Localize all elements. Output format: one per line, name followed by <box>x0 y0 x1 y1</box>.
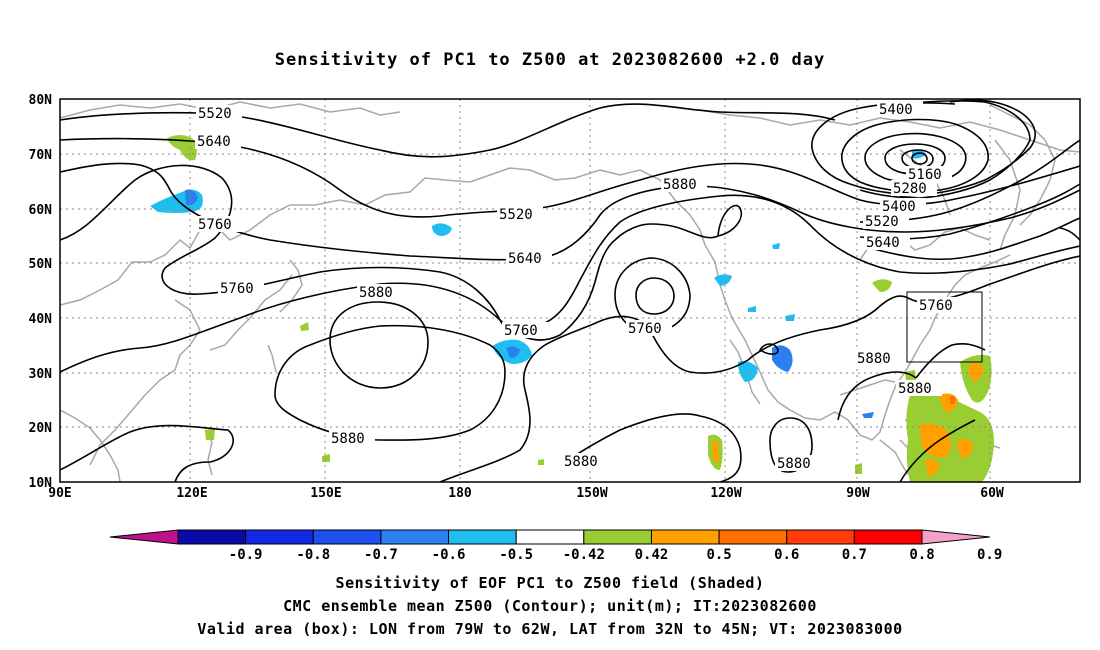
lat-label: 50N <box>29 257 53 272</box>
lat-label: 30N <box>29 367 53 382</box>
contour-label: 5880 <box>359 285 393 301</box>
lat-label: 20N <box>29 421 53 436</box>
colorbar-label: -0.8 <box>296 547 330 563</box>
colorbar-label: -0.9 <box>229 547 263 563</box>
lon-label: 120W <box>710 486 741 501</box>
colorbar-label: -0.7 <box>364 547 398 563</box>
plot-frame <box>59 98 1081 483</box>
contour-label: 5760 <box>198 217 232 233</box>
contour-label: 5760 <box>504 323 538 339</box>
colorbar-arrow-low <box>109 529 179 545</box>
colorbar-swatch <box>853 529 923 545</box>
colorbar-swatch <box>583 529 652 545</box>
contour-label: 5520 <box>865 214 899 230</box>
caption-line-2: CMC ensemble mean Z500 (Contour); unit(m… <box>283 597 817 615</box>
colorbar-swatch <box>786 529 855 545</box>
contour-label: 5640 <box>508 251 542 267</box>
colorbar-label: 0.6 <box>774 547 799 563</box>
colorbar-swatch <box>515 529 585 545</box>
colorbar-label: 0.8 <box>909 547 934 563</box>
colorbar-label: -0.42 <box>563 547 605 563</box>
colorbar-labels: -0.9 -0.8 -0.7 -0.6 -0.5 -0.42 0.42 0.5 0.6 0.7 0.… <box>229 547 1003 563</box>
lat-label: 60N <box>29 203 53 218</box>
colorbar-arrow-high <box>921 529 991 545</box>
lon-label: 150W <box>576 486 607 501</box>
contour-labels: 5520 5640 5760 5520 5640 5760 5880 5760 … <box>195 101 963 472</box>
lon-label: 180 <box>448 486 472 501</box>
contour-label: 5640 <box>197 134 231 150</box>
contour-label: 5880 <box>564 454 598 470</box>
map-title: Sensitivity of PC1 to Z500 at 2023082600… <box>274 50 826 70</box>
sensitivity-shading <box>150 135 995 482</box>
contour-label: 5880 <box>777 456 811 472</box>
colorbar <box>109 529 991 545</box>
colorbar-label: -0.5 <box>499 547 533 563</box>
contour-label: 5640 <box>866 235 900 251</box>
colorbar-swatch <box>650 529 720 545</box>
colorbar-label: 0.9 <box>977 547 1002 563</box>
contour-label: 5760 <box>628 321 662 337</box>
colorbar-swatch <box>718 529 788 545</box>
colorbar-swatch <box>245 529 314 545</box>
lon-label: 120E <box>176 486 207 501</box>
lon-label: 90E <box>48 486 71 501</box>
contour-label: 5880 <box>898 381 932 397</box>
lat-label: 40N <box>29 312 53 327</box>
lon-label: 60W <box>980 486 1004 501</box>
colorbar-swatch <box>448 529 517 545</box>
caption-line-1: Sensitivity of EOF PC1 to Z500 field (Sh… <box>335 574 765 592</box>
latitude-labels: 10N 20N 30N 40N 50N 60N 70N 80N <box>29 93 53 491</box>
contour-label: 5880 <box>663 177 697 193</box>
colorbar-swatch <box>380 529 450 545</box>
longitude-labels: 90E 120E 150E 180 150W 120W 90W 60W <box>48 486 1004 501</box>
contour-label: 5520 <box>499 207 533 223</box>
colorbar-label: 0.42 <box>635 547 669 563</box>
contour-label: 5880 <box>857 351 891 367</box>
contour-label: 5160 <box>908 167 942 183</box>
valid-area-box <box>906 291 983 363</box>
colorbar-label: 0.7 <box>842 547 867 563</box>
contour-label: 5280 <box>893 181 927 197</box>
contour-label: 5880 <box>331 431 365 447</box>
contour-label: 5400 <box>879 102 913 118</box>
contour-label: 5520 <box>198 106 232 122</box>
colorbar-swatch <box>177 529 247 545</box>
colorbar-swatch <box>312 529 382 545</box>
lat-label: 70N <box>29 148 53 163</box>
lat-label: 10N <box>29 476 53 491</box>
contour-label: 5400 <box>882 199 916 215</box>
gridlines <box>60 99 1080 482</box>
colorbar-label: -0.6 <box>432 547 466 563</box>
contour-label: 5760 <box>220 281 254 297</box>
lon-label: 150E <box>310 486 341 501</box>
lat-label: 80N <box>29 93 53 108</box>
contour-label: 5760 <box>919 298 953 314</box>
colorbar-label: 0.5 <box>706 547 731 563</box>
caption-line-3: Valid area (box): LON from 79W to 62W, L… <box>197 620 903 638</box>
lon-label: 90W <box>846 486 870 501</box>
